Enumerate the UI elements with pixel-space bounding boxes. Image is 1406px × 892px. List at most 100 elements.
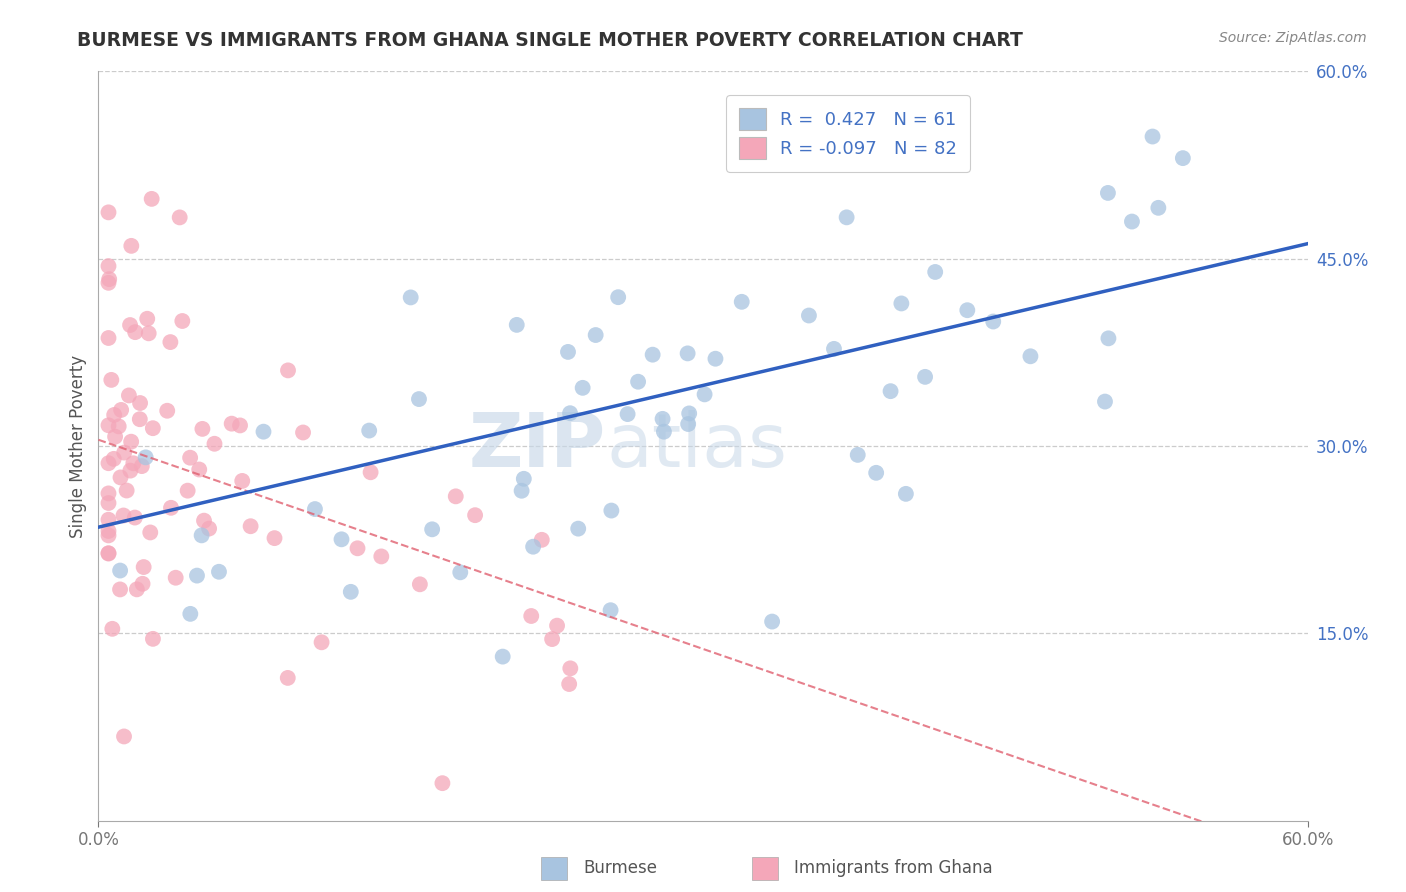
Point [520,609,543,624]
Point [97,524,120,538]
Point [409,577,432,591]
Point [135,450,157,465]
Point [142,421,165,435]
Point [346,541,368,556]
Point [124,325,146,339]
Point [120,239,142,253]
Point [252,425,274,439]
Point [914,369,936,384]
Point [129,396,152,410]
Point [107,419,129,434]
Point [169,211,191,225]
Point [444,489,467,503]
Point [823,342,845,356]
Point [704,351,727,366]
Point [112,508,135,523]
Point [1019,349,1042,363]
Point [492,649,515,664]
Point [513,472,536,486]
Y-axis label: Single Mother Poverty: Single Mother Poverty [69,354,87,538]
Point [118,388,141,402]
Point [981,314,1004,328]
Point [865,466,887,480]
Point [103,451,125,466]
Point [627,375,650,389]
Point [97,331,120,345]
Point [1097,186,1119,200]
Text: Immigrants from Ghana: Immigrants from Ghana [794,859,993,877]
Point [229,418,252,433]
Point [464,508,486,523]
Point [292,425,315,440]
Point [277,363,299,377]
Point [311,635,333,649]
Point [956,303,979,318]
Point [124,510,146,524]
Point [399,290,422,304]
Point [641,348,664,362]
Point [141,192,163,206]
Point [120,464,142,478]
Point [110,403,132,417]
Point [558,406,581,420]
Point [1097,331,1119,345]
Point [122,456,145,470]
Point [97,547,120,561]
Point [420,522,443,536]
Legend: R =  0.427   N = 61, R = -0.097   N = 82: R = 0.427 N = 61, R = -0.097 N = 82 [727,95,970,172]
Point [179,607,201,621]
Point [432,776,454,790]
Point [558,677,581,691]
Point [522,540,544,554]
Point [530,533,553,547]
Point [198,522,221,536]
Point [108,564,131,578]
Point [97,546,120,560]
Point [128,412,150,426]
Point [541,632,564,646]
Point [263,531,285,545]
Point [894,487,917,501]
Point [120,434,142,449]
Point [97,513,120,527]
Point [231,474,253,488]
Point [678,406,700,420]
Point [797,309,820,323]
Point [567,522,589,536]
Point [190,528,212,542]
Point [408,392,430,406]
Point [139,525,162,540]
Text: Burmese: Burmese [583,859,658,877]
Text: atlas: atlas [606,409,787,483]
Point [585,328,607,343]
Point [1147,201,1170,215]
Point [879,384,901,399]
Point [1171,151,1194,165]
Point [138,326,160,341]
Point [97,276,120,290]
Point [330,533,353,547]
Point [304,502,326,516]
Point [136,311,159,326]
Text: Source: ZipAtlas.com: Source: ZipAtlas.com [1219,31,1367,45]
Point [1121,214,1143,228]
Point [616,407,638,421]
Point [652,425,675,439]
Point [449,566,471,580]
Point [599,603,621,617]
Point [160,500,183,515]
Point [97,205,120,219]
Point [131,459,153,474]
Point [156,403,179,417]
Point [193,514,215,528]
Point [560,661,582,675]
Point [339,584,361,599]
Point [132,560,155,574]
Point [97,528,120,542]
Point [1142,129,1164,144]
Point [546,618,568,632]
Point [370,549,392,564]
Point [97,259,120,273]
Point [676,346,699,360]
Point [142,632,165,646]
